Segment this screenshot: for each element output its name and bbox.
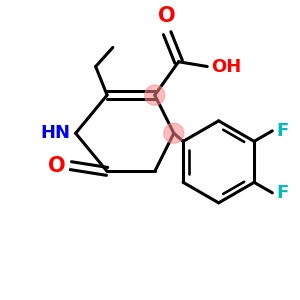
Text: OH: OH bbox=[211, 58, 241, 76]
Text: HN: HN bbox=[40, 124, 70, 142]
Text: F: F bbox=[276, 184, 288, 202]
Circle shape bbox=[164, 123, 184, 143]
Text: O: O bbox=[47, 156, 65, 176]
Text: F: F bbox=[276, 122, 288, 140]
Circle shape bbox=[145, 85, 165, 105]
Text: O: O bbox=[158, 5, 176, 26]
